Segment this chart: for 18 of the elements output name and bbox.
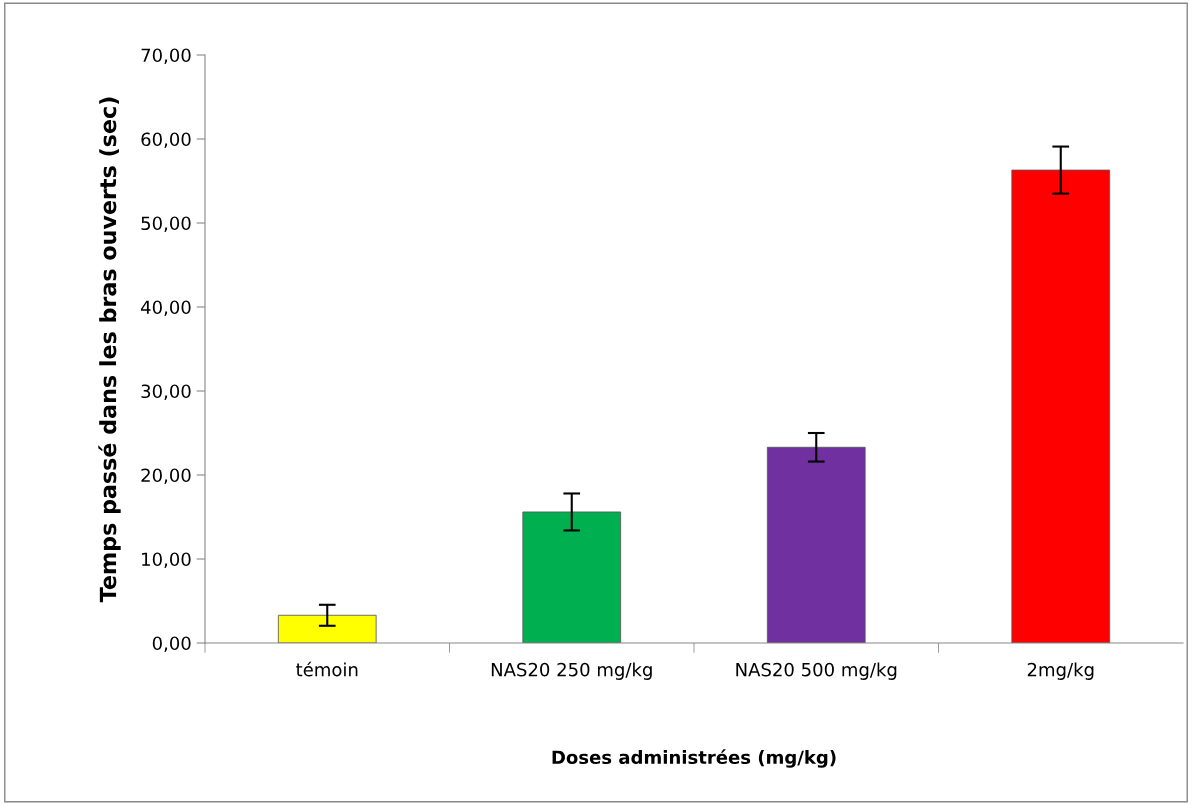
y-tick-label: 30,00 [141,384,191,400]
y-tick-label: 60,00 [141,132,191,148]
bar [277,614,377,643]
bar [1011,169,1111,643]
x-axis-title: Doses administrées (mg/kg) [552,749,836,768]
y-axis-title: Temps passé dans les bras ouverts (sec) [98,97,121,603]
bar [766,446,866,643]
y-tick-label: 10,00 [142,552,191,568]
x-tick-label: NAS20 250 mg/kg [491,662,652,680]
bar [522,511,622,643]
x-tick-label: 2mg/kg [1027,662,1094,680]
y-tick-label: 20,00 [141,468,191,484]
y-tick-label: 40,00 [141,300,191,316]
y-tick-label: 50,00 [141,216,191,232]
x-tick-label: témoin [296,661,358,677]
y-tick-label: 70,00 [141,48,191,64]
y-tick-label: 0,00 [152,636,191,652]
x-tick-label: NAS20 500 mg/kg [736,662,897,680]
